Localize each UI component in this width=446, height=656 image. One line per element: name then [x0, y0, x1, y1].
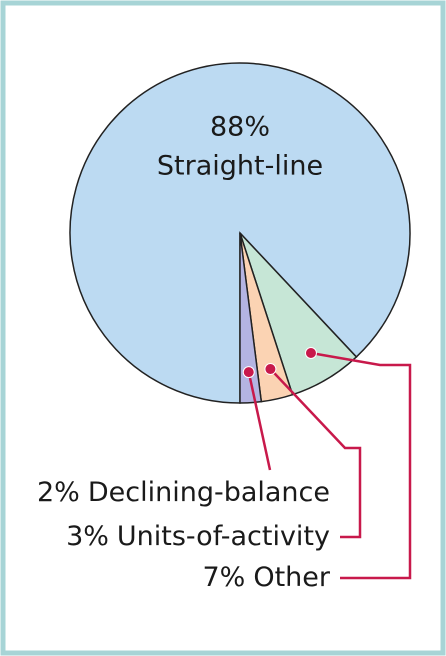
- slice-value-label: 88%: [210, 112, 270, 143]
- legend-name: Units-of-activity: [117, 521, 330, 552]
- leader-dot: [304, 346, 317, 359]
- legend-value: 3%: [66, 521, 109, 552]
- pie-slice: [239, 232, 263, 404]
- legend-value: 7%: [202, 562, 245, 593]
- leader-line: [247, 371, 272, 471]
- pie-slice: [69, 62, 411, 404]
- leader-line: [269, 368, 362, 539]
- legend-label: 7% Other: [202, 562, 330, 593]
- leaders: [242, 346, 412, 580]
- legend-label: 2% Declining-balance: [37, 477, 330, 508]
- slice-label: Straight-line: [157, 151, 323, 182]
- legend-name: Other: [253, 562, 331, 593]
- leader-line: [310, 351, 412, 580]
- legend-name: Declining-balance: [88, 477, 330, 508]
- leader-dot: [242, 366, 255, 379]
- legend-value: 2%: [37, 477, 80, 508]
- pie: [69, 62, 411, 404]
- leader-dot: [264, 363, 277, 376]
- legend-label: 3% Units-of-activity: [66, 521, 330, 552]
